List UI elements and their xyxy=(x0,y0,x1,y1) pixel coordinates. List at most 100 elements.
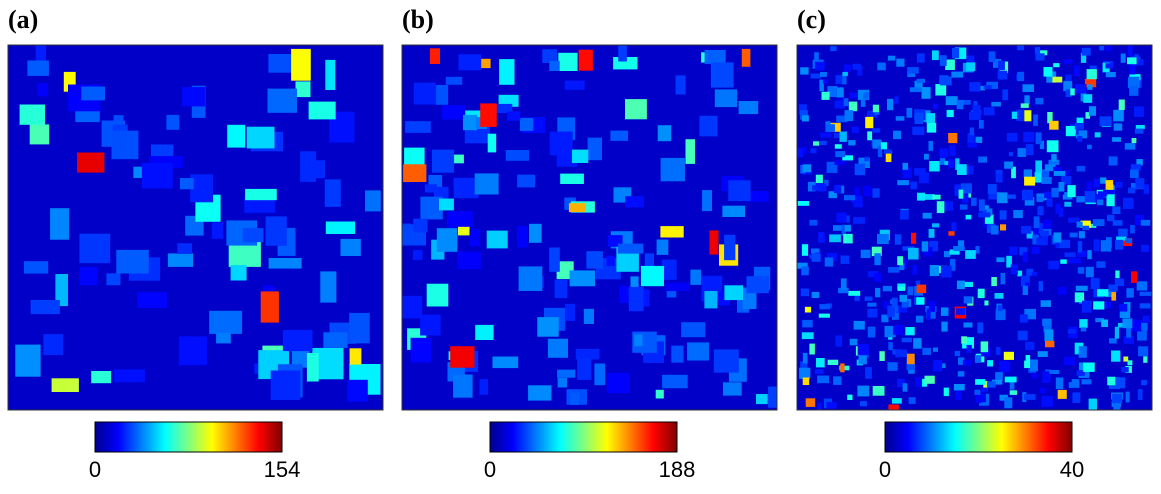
building xyxy=(607,373,630,393)
building xyxy=(671,346,683,363)
building xyxy=(913,265,918,275)
building xyxy=(817,403,822,410)
building xyxy=(1018,331,1028,341)
building xyxy=(681,322,705,337)
building xyxy=(1040,388,1046,393)
building xyxy=(828,360,839,365)
building xyxy=(326,222,355,235)
building xyxy=(898,287,906,291)
building xyxy=(798,201,809,206)
building xyxy=(50,208,69,240)
building xyxy=(907,108,913,118)
building xyxy=(1004,352,1014,360)
building xyxy=(929,161,940,172)
building xyxy=(1035,47,1040,54)
building xyxy=(1026,144,1034,155)
building xyxy=(979,120,984,129)
building xyxy=(893,325,903,335)
building xyxy=(625,196,644,207)
building xyxy=(881,142,887,149)
building xyxy=(1044,192,1051,199)
building xyxy=(1008,195,1016,199)
building xyxy=(413,219,427,233)
building xyxy=(1009,152,1013,156)
building xyxy=(1077,222,1083,228)
building xyxy=(1051,154,1056,161)
building xyxy=(1097,289,1108,296)
building xyxy=(24,261,48,273)
building xyxy=(724,235,735,260)
building xyxy=(905,327,914,335)
building xyxy=(836,75,843,84)
building xyxy=(665,283,689,292)
building xyxy=(704,291,717,308)
building xyxy=(1023,84,1035,92)
building xyxy=(825,257,834,266)
building xyxy=(923,213,932,219)
building xyxy=(930,265,939,276)
building xyxy=(742,49,751,67)
building xyxy=(269,258,302,269)
building xyxy=(802,115,809,121)
building xyxy=(981,341,989,352)
building xyxy=(404,148,425,167)
building xyxy=(941,322,947,332)
building xyxy=(818,232,824,243)
building xyxy=(1054,171,1066,176)
building xyxy=(1001,273,1006,285)
building xyxy=(949,145,955,156)
building xyxy=(841,278,847,290)
building xyxy=(106,273,120,285)
building xyxy=(932,195,940,200)
building xyxy=(903,163,909,170)
building xyxy=(1076,286,1088,291)
building xyxy=(414,83,436,105)
building xyxy=(940,77,952,86)
building xyxy=(953,246,965,251)
building xyxy=(922,241,929,251)
building xyxy=(607,256,615,266)
building xyxy=(430,48,440,64)
building xyxy=(849,102,858,112)
building xyxy=(137,292,167,308)
building xyxy=(916,316,923,323)
building xyxy=(916,297,924,305)
building xyxy=(996,174,1003,183)
building xyxy=(365,190,381,211)
building xyxy=(1030,360,1038,372)
building xyxy=(325,60,335,90)
building xyxy=(963,360,971,366)
building xyxy=(1112,394,1122,404)
building xyxy=(1042,371,1050,383)
building xyxy=(933,104,938,109)
building xyxy=(558,378,568,388)
building xyxy=(177,243,192,254)
building xyxy=(812,253,821,261)
colorbar xyxy=(95,422,282,452)
building xyxy=(480,103,497,127)
building xyxy=(964,323,973,328)
building xyxy=(519,266,543,291)
building xyxy=(1111,292,1116,301)
building xyxy=(975,246,979,254)
building xyxy=(1083,94,1092,103)
building xyxy=(978,212,990,217)
building xyxy=(835,335,842,346)
building xyxy=(966,62,975,71)
building xyxy=(1044,67,1053,77)
building xyxy=(865,367,872,379)
building xyxy=(1143,356,1147,362)
building xyxy=(1064,357,1075,365)
building xyxy=(988,184,997,194)
building xyxy=(31,300,60,314)
building xyxy=(594,364,605,386)
building xyxy=(820,133,832,138)
building xyxy=(1097,200,1103,206)
building xyxy=(969,112,981,120)
building xyxy=(487,231,508,249)
building xyxy=(507,111,520,120)
building xyxy=(1125,238,1132,243)
building xyxy=(850,93,859,99)
building xyxy=(1077,136,1082,142)
building xyxy=(1034,216,1040,228)
